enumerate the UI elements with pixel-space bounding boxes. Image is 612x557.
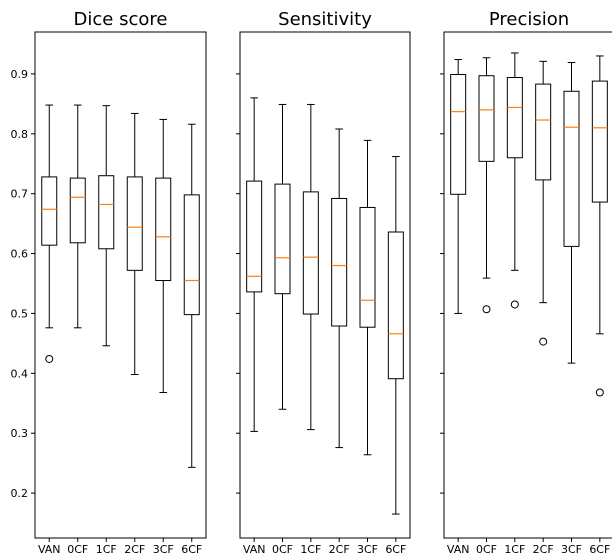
- chart-title: Precision: [489, 9, 569, 30]
- box-2CF: [126, 112, 143, 376]
- box-1CF: [302, 103, 319, 431]
- iqr-box: [359, 206, 376, 328]
- iqr-box: [246, 180, 263, 293]
- chart-title: Sensitivity: [278, 9, 372, 30]
- x-tick-label: 0CF: [272, 543, 293, 556]
- x-tick-label: 2CF: [533, 543, 554, 556]
- plot-frame: [34, 31, 207, 539]
- iqr-box: [563, 90, 580, 247]
- x-tick-label: 3CF: [153, 543, 174, 556]
- x-tick-label: 6CF: [385, 543, 406, 556]
- box-2CF: [331, 128, 348, 449]
- x-tick-label: 1CF: [300, 543, 321, 556]
- x-tick-label: VAN: [447, 543, 470, 556]
- x-tick-label: 3CF: [561, 543, 582, 556]
- box-VAN: [41, 104, 58, 363]
- x-tick-label: 0CF: [476, 543, 497, 556]
- box-6CF: [387, 156, 404, 515]
- y-tick-label: 0.9: [11, 68, 29, 81]
- box-3CF: [359, 139, 376, 456]
- iqr-box: [41, 176, 58, 246]
- iqr-box: [450, 74, 467, 195]
- iqr-box: [155, 177, 172, 282]
- y-tick-label: 0.2: [11, 487, 29, 500]
- iqr-box: [535, 83, 552, 181]
- outlier-point: [595, 388, 604, 397]
- iqr-box: [302, 191, 319, 315]
- iqr-box: [69, 177, 86, 244]
- box-6CF: [183, 123, 200, 468]
- x-tick-label: 6CF: [181, 543, 202, 556]
- y-tick-label: 0.6: [11, 248, 29, 261]
- box-VAN: [246, 97, 263, 432]
- box-2CF: [535, 60, 552, 346]
- box-0CF: [478, 57, 495, 314]
- x-tick-label: VAN: [243, 543, 266, 556]
- subplot-3: Precision VAN 0CF 1CF 2CF 3CF 6CF: [440, 9, 612, 556]
- iqr-box: [274, 183, 291, 295]
- box-3CF: [155, 118, 172, 393]
- iqr-box: [98, 175, 115, 250]
- box-0CF: [69, 104, 86, 329]
- x-tick-label: 3CF: [357, 543, 378, 556]
- outlier-point: [510, 300, 519, 309]
- chart-title: Dice score: [74, 9, 168, 30]
- y-tick-label: 0.3: [11, 427, 29, 440]
- y-tick-label: 0.4: [11, 367, 29, 380]
- box-6CF: [591, 55, 608, 397]
- x-tick-label: 1CF: [96, 543, 117, 556]
- box-0CF: [274, 103, 291, 410]
- plot-frame: [239, 31, 411, 539]
- x-tick-label: 6CF: [589, 543, 610, 556]
- x-tick-label: 2CF: [124, 543, 145, 556]
- iqr-box: [387, 231, 404, 380]
- iqr-box: [126, 176, 143, 271]
- x-tick-label: VAN: [38, 543, 61, 556]
- iqr-box: [506, 77, 523, 159]
- y-tick-label: 0.8: [11, 128, 29, 141]
- subplot-2: Sensitivity VAN 0CF 1CF 2CF 3CF 6CF: [236, 9, 411, 556]
- plot-frame: [443, 31, 612, 539]
- box-1CF: [506, 52, 523, 309]
- outlier-point: [45, 354, 54, 363]
- y-tick-label: 0.7: [11, 188, 29, 201]
- x-tick-label: 1CF: [504, 543, 525, 556]
- subplot-1: Dice score 0.2 0.3 0.4 0.5 0.6 0.7 0.8 0.9 VAN 0CF…: [11, 9, 207, 556]
- box-VAN: [450, 59, 467, 314]
- box-3CF: [563, 62, 580, 364]
- iqr-box: [591, 80, 608, 203]
- iqr-box: [478, 75, 495, 162]
- x-tick-label: 2CF: [329, 543, 350, 556]
- outlier-point: [539, 337, 548, 346]
- iqr-box: [331, 197, 348, 327]
- iqr-box: [183, 194, 200, 316]
- y-tick-label: 0.5: [11, 307, 29, 320]
- box-1CF: [98, 105, 115, 347]
- outlier-point: [482, 305, 491, 314]
- x-tick-label: 0CF: [67, 543, 88, 556]
